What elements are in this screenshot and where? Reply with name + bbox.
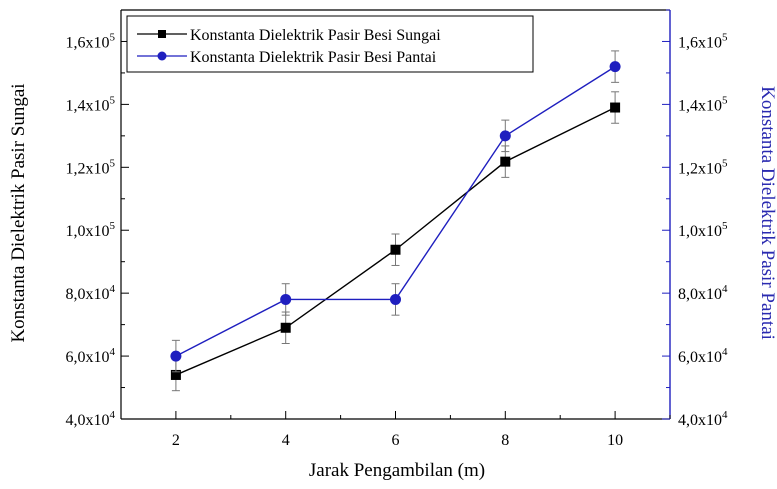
data-point-sungai <box>610 102 621 113</box>
legend-label-pantai: Konstanta Dielektrik Pasir Besi Pantai <box>190 49 437 66</box>
x-tick-label: 10 <box>607 432 623 449</box>
data-point-sungai <box>500 156 511 167</box>
axes-group: 2 4 6 8 10 4,0x104 4,0x104 6,0x104 6,0x104 8,0x10… <box>66 9 728 449</box>
y-tick-label-right: 1,4x105 <box>678 94 728 114</box>
x-tick-label: 6 <box>392 432 400 449</box>
x-tick-label: 2 <box>172 432 180 449</box>
y-axis-label-right: Konstanta Dielektrik Pasir Pantai <box>757 86 777 340</box>
legend-marker-pantai <box>157 51 167 61</box>
x-tick-label: 4 <box>282 432 290 449</box>
y-tick-label-right: 1,2x105 <box>678 157 728 177</box>
y-tick-label-left: 1,2x105 <box>66 157 116 177</box>
y-tick-label-right: 8,0x104 <box>678 283 728 303</box>
y-tick-label-left: 4,0x104 <box>66 409 116 429</box>
data-point-sungai <box>390 244 401 255</box>
y-tick-label-right: 1,6x105 <box>678 31 728 51</box>
y-tick-label-left: 1,6x105 <box>66 31 116 51</box>
data-point-pantai <box>280 293 292 305</box>
y-tick-label-right: 1,0x105 <box>678 220 728 240</box>
y-tick-label-right: 4,0x104 <box>678 409 728 429</box>
x-tick-label: 8 <box>501 432 509 449</box>
y-tick-label-left: 1,4x105 <box>66 94 116 114</box>
legend-box <box>126 15 534 73</box>
legend-marker-sungai <box>158 30 166 38</box>
data-point-sungai <box>280 322 291 333</box>
y-axis-label-left: Konstanta Dielektrik Pasir Sungai <box>8 83 29 342</box>
data-point-sungai <box>170 369 181 380</box>
y-tick-label-left: 6,0x104 <box>66 346 116 366</box>
data-point-pantai <box>390 293 401 305</box>
series-group <box>170 50 621 392</box>
y-tick-label-left: 1,0x105 <box>66 220 116 240</box>
y-tick-label-left: 8,0x104 <box>66 283 116 303</box>
data-point-pantai <box>609 61 621 73</box>
legend: Konstanta Dielektrik Pasir Besi Sungai K… <box>126 15 534 73</box>
data-point-pantai <box>170 350 182 362</box>
x-axis-label: Jarak Pengambilan (m) <box>309 460 485 481</box>
y-tick-label-right: 6,0x104 <box>678 346 728 366</box>
legend-label-sungai: Konstanta Dielektrik Pasir Besi Sungai <box>190 27 441 44</box>
data-point-pantai <box>499 130 511 142</box>
